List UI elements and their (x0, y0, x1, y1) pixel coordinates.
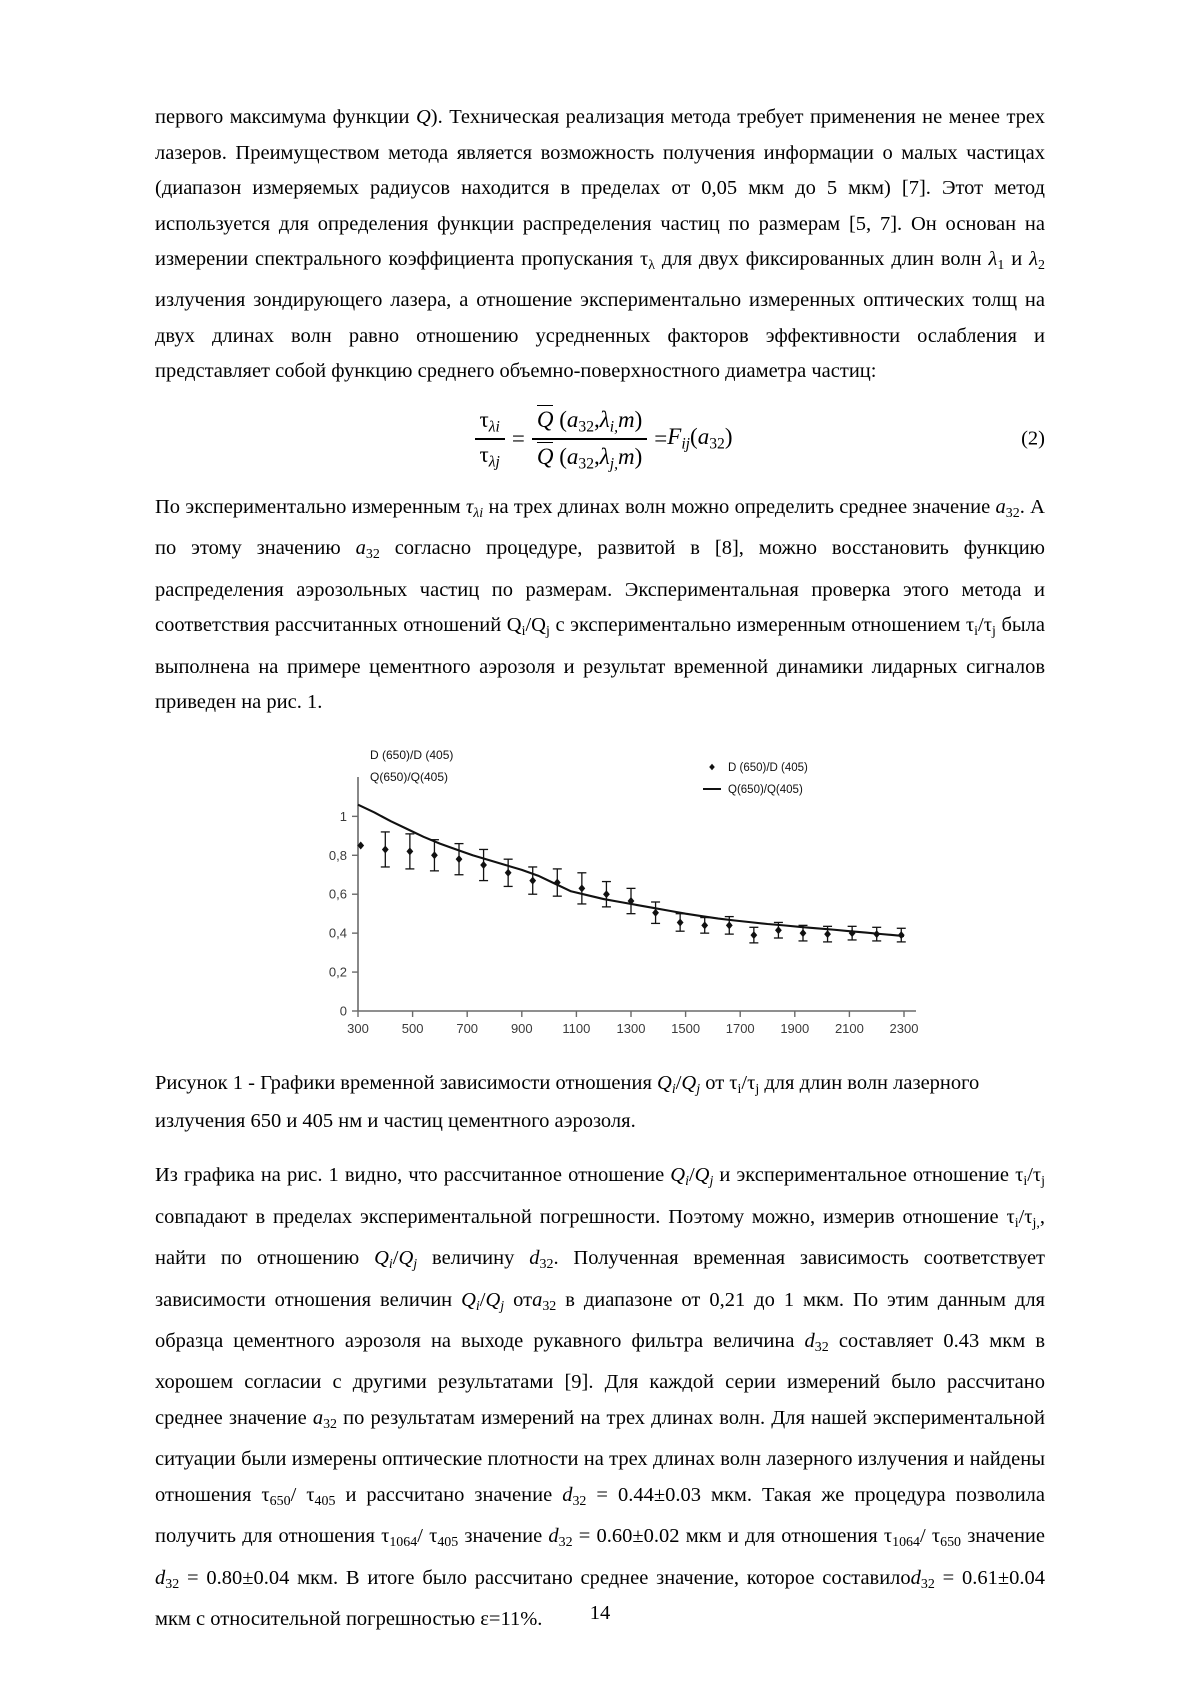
data-point-marker (873, 930, 880, 938)
legend-label-d-ratio: D (650)/D (405) (728, 762, 808, 774)
x-axis-tick-label: 900 (511, 1021, 533, 1036)
y-axis-tick-label: 0,6 (329, 886, 347, 901)
data-point-marker (898, 931, 905, 939)
y-axis-tick-label: 0,2 (329, 964, 347, 979)
equation-2: τλi τλj = Q (a32,λi,m) Q (a32,λj,m) = Fi… (155, 402, 1045, 476)
x-axis-tick-label: 1700 (726, 1021, 755, 1036)
paragraph-spacer (155, 1138, 1045, 1158)
data-point-marker (603, 890, 610, 898)
tau-ratio-fraction: τλi τλj (475, 407, 505, 471)
x-axis-tick-label: 500 (402, 1021, 424, 1036)
q-numerator: Q (a32,λi,m) (532, 405, 647, 438)
figure-caption: Рисунок 1 - Графики временной зависимост… (155, 1067, 1045, 1139)
x-axis-tick-label: 300 (347, 1021, 369, 1036)
chart-container: D (650)/D (405) Q(650)/Q(405) 0 0,2 0,4 0,6 0,… (280, 731, 920, 1061)
y-axis-tick-label: 1 (340, 808, 347, 823)
data-point-marker (431, 851, 438, 859)
x-axis-tick-label: 1300 (617, 1021, 646, 1036)
equation-body: τλi τλj = Q (a32,λi,m) Q (a32,λj,m) = Fi… (468, 405, 733, 473)
chart-header-line-1: D (650)/D (405) (370, 748, 453, 762)
paragraph-1: первого максимума функции Q). Техническа… (155, 100, 1045, 390)
tau-lambda-i: τλi (475, 407, 505, 438)
data-point-marker (529, 876, 536, 884)
data-point-marker (701, 921, 708, 929)
y-axis-tick-label: 0 (340, 1003, 347, 1018)
x-axis-tick-label: 1900 (780, 1021, 809, 1036)
data-point-marker (750, 931, 757, 939)
chart-svg: D (650)/D (405) Q(650)/Q(405) 0 0,2 0,4 0,6 0,… (280, 731, 920, 1061)
data-point-marker (456, 855, 463, 863)
q-ratio-fraction: Q (a32,λi,m) Q (a32,λj,m) (532, 405, 647, 473)
x-axis-tick-label: 700 (456, 1021, 478, 1036)
equation-number: (2) (1021, 427, 1045, 450)
q-denominator: Q (a32,λj,m) (532, 440, 647, 473)
data-point-marker (382, 845, 389, 853)
series-line-q-ratio (358, 804, 904, 935)
x-axis-tick-label: 2100 (835, 1021, 864, 1036)
y-axis-tick-label: 0,8 (329, 847, 347, 862)
paragraph-3: Из графика на рис. 1 видно, что рассчита… (155, 1158, 1045, 1637)
equals-sign-2: = (654, 426, 667, 452)
page-number: 14 (0, 1602, 1200, 1625)
data-point-marker (824, 930, 831, 938)
data-point-marker (775, 926, 782, 934)
data-point-marker (800, 929, 807, 937)
paragraph-2: По экспериментально измеренным τλi на тр… (155, 490, 1045, 721)
tau-lambda-j: τλj (475, 440, 505, 471)
chart-header-line-2: Q(650)/Q(405) (370, 770, 448, 784)
data-point-marker (505, 868, 512, 876)
y-axis-tick-label: 0,4 (329, 925, 347, 940)
document-page: первого максимума функции Q). Техническа… (0, 0, 1200, 1697)
data-point-marker (406, 847, 413, 855)
legend-marker-diamond (709, 763, 715, 769)
data-point-marker (652, 908, 659, 916)
data-point-marker (480, 861, 487, 869)
figure-1: D (650)/D (405) Q(650)/Q(405) 0 0,2 0,4 0,6 0,… (155, 731, 1045, 1061)
data-point-marker (677, 918, 684, 926)
equals-sign-1: = (512, 426, 525, 452)
data-point-marker (578, 884, 585, 892)
f-function: Fij(a32) (667, 424, 732, 453)
x-axis-tick-label: 2300 (890, 1021, 919, 1036)
data-point-marker (726, 921, 733, 929)
x-axis-tick-label: 1500 (671, 1021, 700, 1036)
x-axis-tick-label: 1100 (562, 1021, 590, 1036)
legend-label-q-ratio: Q(650)/Q(405) (728, 784, 803, 796)
